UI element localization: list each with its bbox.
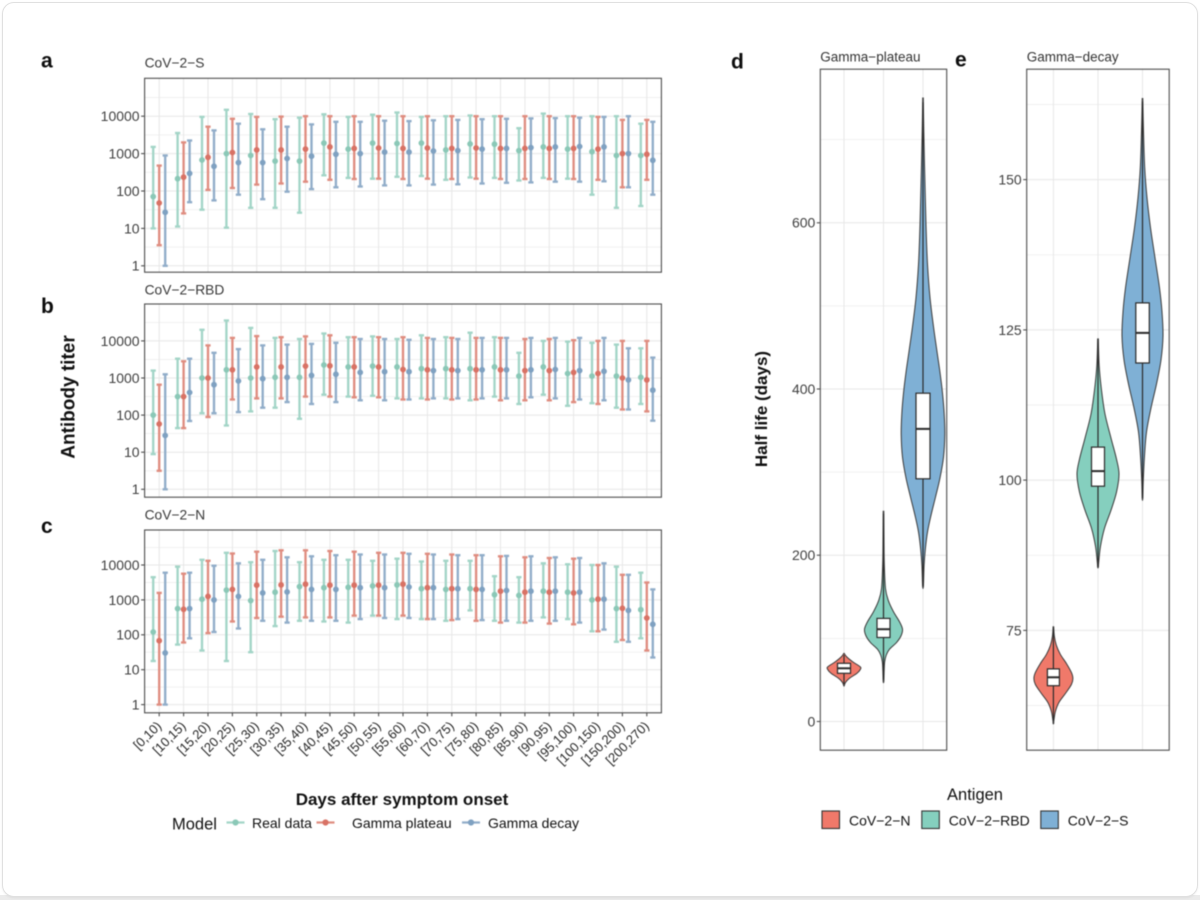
svg-text:a: a	[41, 50, 53, 73]
svg-text:Antigen: Antigen	[947, 786, 1003, 804]
svg-text:10000: 10000	[101, 557, 140, 573]
svg-text:600: 600	[792, 215, 816, 231]
svg-text:Days after symptom onset: Days after symptom onset	[296, 790, 509, 809]
svg-text:1: 1	[132, 258, 140, 274]
svg-text:1: 1	[132, 697, 140, 713]
svg-text:b: b	[41, 295, 54, 318]
svg-text:10000: 10000	[101, 333, 140, 349]
svg-text:10: 10	[124, 662, 140, 678]
svg-text:100: 100	[116, 627, 140, 643]
svg-text:100: 100	[116, 407, 140, 423]
svg-text:125: 125	[998, 322, 1022, 338]
svg-text:Model: Model	[172, 816, 217, 834]
svg-text:200: 200	[792, 547, 816, 563]
svg-text:75: 75	[1006, 622, 1022, 638]
svg-text:1000: 1000	[108, 146, 139, 162]
svg-text:CoV−2−N: CoV−2−N	[145, 508, 206, 523]
svg-text:CoV−2−S: CoV−2−S	[145, 56, 205, 71]
svg-text:e: e	[955, 49, 967, 72]
svg-text:CoV−2−RBD: CoV−2−RBD	[949, 813, 1030, 829]
svg-text:Gamma decay: Gamma decay	[488, 815, 579, 831]
svg-text:Gamma−decay: Gamma−decay	[1027, 50, 1119, 65]
svg-text:1000: 1000	[108, 370, 139, 386]
svg-text:400: 400	[792, 381, 816, 397]
svg-text:100: 100	[116, 183, 140, 199]
svg-text:Real data: Real data	[252, 815, 312, 831]
svg-text:Gamma plateau: Gamma plateau	[352, 815, 452, 831]
svg-text:CoV−2−N: CoV−2−N	[849, 813, 910, 829]
svg-text:10: 10	[124, 220, 140, 236]
svg-text:100: 100	[998, 472, 1022, 488]
svg-text:150: 150	[998, 172, 1022, 188]
svg-text:Antibody titer: Antibody titer	[59, 335, 80, 459]
svg-text:Half life (days): Half life (days)	[752, 351, 771, 467]
svg-text:Gamma−plateau: Gamma−plateau	[820, 50, 920, 65]
svg-text:CoV−2−RBD: CoV−2−RBD	[145, 283, 225, 298]
svg-text:1000: 1000	[108, 592, 139, 608]
svg-text:CoV−2−S: CoV−2−S	[1068, 813, 1129, 829]
svg-text:10: 10	[124, 444, 140, 460]
svg-text:10000: 10000	[101, 108, 140, 124]
svg-text:c: c	[41, 515, 53, 538]
svg-text:0: 0	[808, 713, 816, 729]
svg-text:d: d	[731, 51, 744, 74]
svg-text:1: 1	[132, 481, 140, 497]
